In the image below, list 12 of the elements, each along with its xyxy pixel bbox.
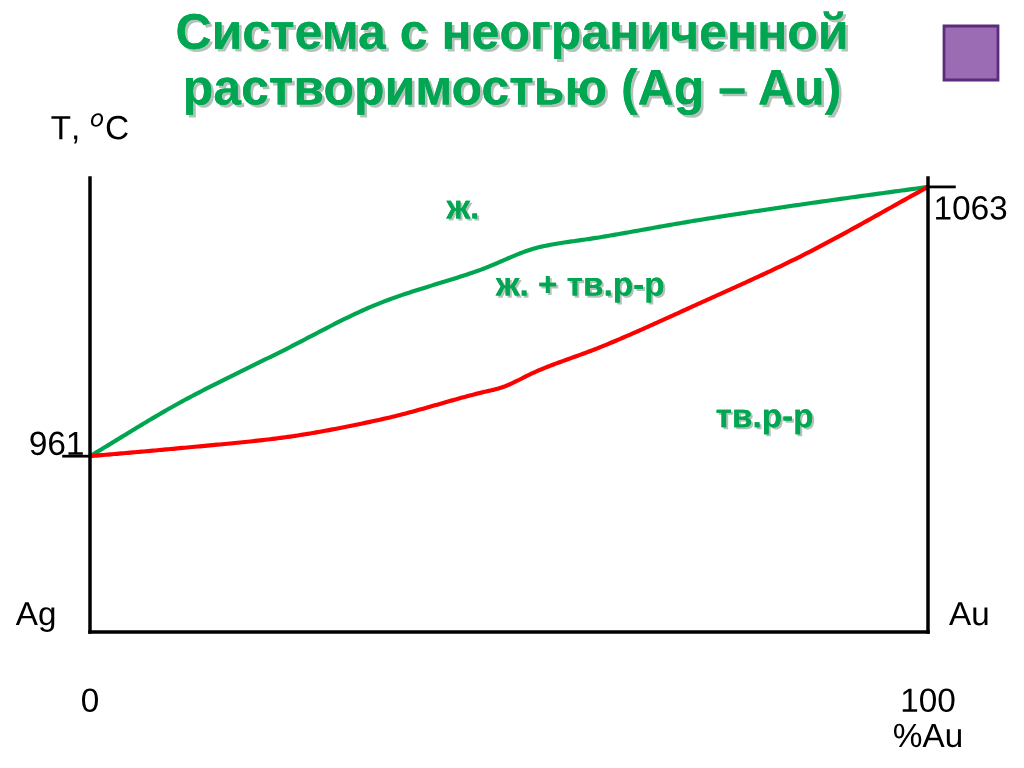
annotation: 1063 [936, 196, 1007, 220]
x-tick-label: 100 [902, 688, 955, 713]
x-tick-label: 0 [82, 688, 98, 713]
chart-title: Система с неограниченной растворимостью (Ag – Au) [177, 11, 848, 118]
x-axis-title: %Au [893, 723, 961, 748]
annotation: 961 [30, 431, 83, 456]
text: Ag [15, 602, 55, 632]
text: Au [949, 602, 988, 626]
annotation: тв.р-р [716, 409, 815, 437]
y-axis-title: T, $^{o}$C [51, 113, 128, 144]
annotation: ж. + тв.р-р [495, 276, 666, 305]
annotation: ж. [446, 200, 480, 221]
